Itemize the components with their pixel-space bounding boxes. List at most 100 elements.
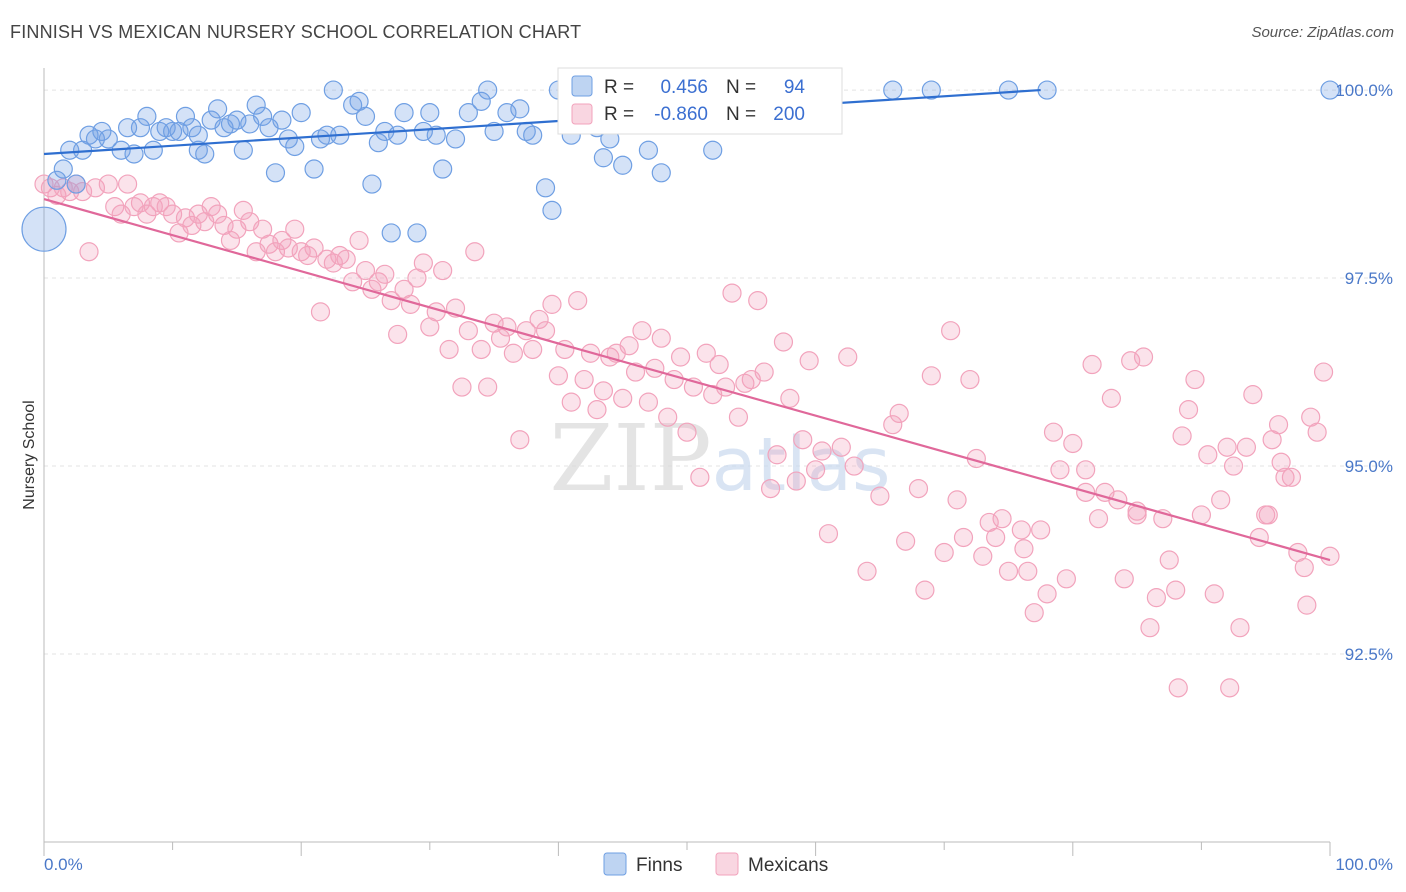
mexicans-point xyxy=(201,197,221,217)
finns-point xyxy=(163,121,183,142)
mexicans-point xyxy=(439,339,459,360)
mexicans-point xyxy=(529,309,549,330)
y-axis-label: Nursery School xyxy=(21,400,38,509)
mexicans-point xyxy=(465,242,485,262)
mexicans-point xyxy=(1198,445,1218,465)
mexicans-point xyxy=(478,377,498,397)
mexicans-point xyxy=(1050,460,1070,480)
mexicans-point xyxy=(1121,351,1141,371)
finns-point xyxy=(484,121,504,142)
mexicans-point xyxy=(690,467,710,487)
mexicans-point xyxy=(889,403,909,424)
finns-point xyxy=(613,155,633,175)
mexicans-trend-line xyxy=(43,198,1331,562)
finns-point xyxy=(394,103,414,123)
mexicans-point xyxy=(632,321,652,341)
mexicans-point xyxy=(754,362,774,382)
series-legend: Finns Mexicans xyxy=(603,852,828,876)
mexicans-point xyxy=(298,245,318,266)
mexicans-point xyxy=(1014,539,1034,559)
mexicans-point xyxy=(413,253,433,273)
mexicans-point xyxy=(1063,433,1083,454)
y-tick-labels: 92.5% 95.0% 97.5% 100.0% xyxy=(1335,81,1393,664)
mexicans-point xyxy=(818,524,839,544)
y-tick-label: 100.0% xyxy=(1335,81,1393,100)
y-tick-label: 95.0% xyxy=(1345,457,1393,476)
legend-finns-n-value: 94 xyxy=(784,77,806,98)
mexicans-point xyxy=(1114,569,1134,589)
finns-point xyxy=(175,106,196,126)
mexicans-point xyxy=(304,238,324,258)
finns-point xyxy=(182,118,202,138)
legend-mexicans-label: Mexicans xyxy=(748,855,828,876)
finns-point xyxy=(143,140,163,160)
finns-point xyxy=(21,206,67,252)
finns-point xyxy=(208,99,228,119)
finns-point xyxy=(651,163,671,183)
mexicans-point xyxy=(805,460,826,480)
mexicans-point xyxy=(503,343,523,363)
mexicans-point xyxy=(375,264,395,284)
finns-trend-line xyxy=(43,88,1041,156)
finns-point xyxy=(703,140,723,160)
mexicans-point xyxy=(947,490,967,510)
mexicans-point xyxy=(1301,407,1321,427)
mexicans-point xyxy=(786,471,806,491)
mexicans-point xyxy=(542,294,562,314)
finns-point xyxy=(998,80,1019,100)
mexicans-point xyxy=(1101,388,1121,408)
finns-point xyxy=(433,159,453,179)
mexicans-point xyxy=(233,200,253,220)
mexicans-point xyxy=(883,415,903,435)
mexicans-point xyxy=(1031,520,1051,540)
mexicans-point xyxy=(638,392,659,412)
mexicans-point xyxy=(1236,437,1257,457)
finns-point xyxy=(593,148,614,168)
finns-point xyxy=(188,125,208,145)
mexicans-point xyxy=(838,347,858,367)
mexicans-point xyxy=(1011,520,1031,540)
mexicans-point xyxy=(625,362,646,382)
finns-point xyxy=(291,103,311,123)
mexicans-point xyxy=(458,321,478,341)
mexicans-point xyxy=(960,369,980,390)
mexicans-point xyxy=(1320,546,1340,566)
mexicans-point xyxy=(163,204,183,224)
legend-finns-r-label: R = xyxy=(604,77,634,98)
finns-point xyxy=(66,174,86,194)
finns-point xyxy=(246,95,266,115)
x-tick-label: 0.0% xyxy=(44,855,83,874)
mexicans-point xyxy=(137,204,157,224)
mexicans-point xyxy=(748,291,768,311)
y-tick-label: 92.5% xyxy=(1345,645,1393,664)
mexicans-point xyxy=(1211,490,1231,510)
mexicans-point xyxy=(98,174,118,194)
mexicans-point xyxy=(259,234,279,254)
finns-point xyxy=(420,103,440,123)
mexicans-point xyxy=(490,328,511,348)
finns-point xyxy=(478,80,498,100)
mexicans-point xyxy=(1185,369,1205,390)
mexicans-point xyxy=(1166,580,1186,600)
finns-point xyxy=(227,110,247,130)
finns-point xyxy=(542,200,562,220)
mexicans-point xyxy=(208,204,228,224)
mexicans-point xyxy=(349,230,369,251)
mexicans-point xyxy=(1076,460,1096,480)
mexicans-point xyxy=(728,407,749,427)
mexicans-point xyxy=(613,388,633,408)
mexicans-point xyxy=(117,174,138,194)
mexicans-point xyxy=(1168,678,1188,698)
legend-mexicans-n-label: N = xyxy=(726,104,756,125)
mexicans-point xyxy=(1223,456,1244,476)
mexicans-point xyxy=(658,407,678,427)
mexicans-point xyxy=(1159,550,1179,570)
mexicans-point xyxy=(272,230,292,251)
legend-finns-r-value: 0.456 xyxy=(660,77,708,98)
mexicans-point xyxy=(812,441,832,461)
mexicans-point xyxy=(355,260,376,281)
mexicans-point xyxy=(767,445,787,465)
mexicans-point xyxy=(908,478,929,499)
mexicans-point xyxy=(1018,561,1038,581)
